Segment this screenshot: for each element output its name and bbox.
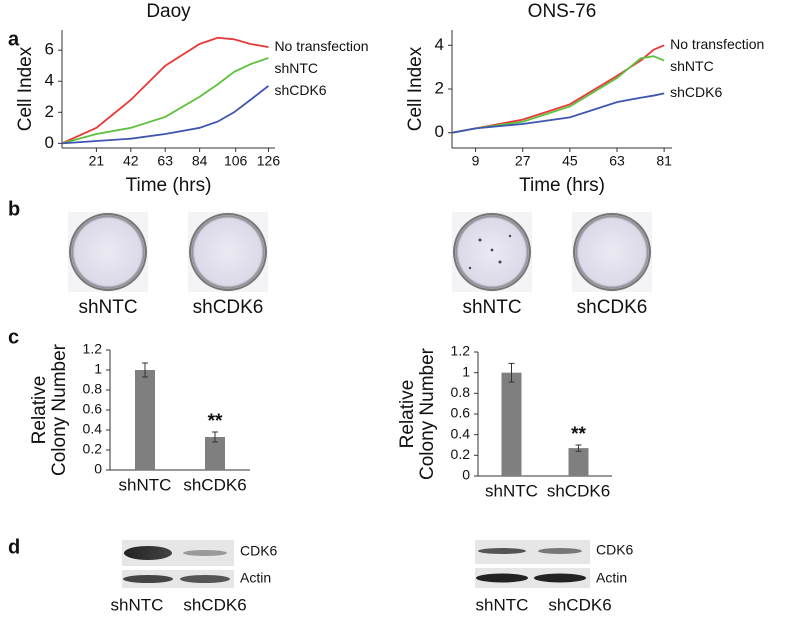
panel-letter: c <box>8 326 19 348</box>
x-tick-label: 42 <box>123 153 139 169</box>
x-tick-label: 9 <box>472 153 480 169</box>
plate-label: shNTC <box>462 297 521 318</box>
bar <box>205 437 225 470</box>
series-line <box>61 85 269 145</box>
y-tick-label: 1 <box>94 361 102 377</box>
significance: ** <box>208 411 223 432</box>
y-tick-label: 0.6 <box>83 401 103 417</box>
band-label: Actin <box>596 570 627 586</box>
lane-label: shCDK6 <box>548 595 611 614</box>
series-line <box>451 55 665 134</box>
y-axis-label: Colony Number <box>417 347 438 480</box>
y-tick-label: 1.2 <box>83 341 103 357</box>
y-tick-label: 0.6 <box>451 405 471 421</box>
bar <box>501 372 522 476</box>
y-tick-label: 0.2 <box>451 446 471 462</box>
x-tick-label: 81 <box>656 153 672 169</box>
y-tick-label: 2 <box>45 102 54 121</box>
x-tick-label: 106 <box>224 153 248 169</box>
y-tick-label: 4 <box>435 35 444 54</box>
y-tick-label: 1 <box>462 363 470 379</box>
series-line <box>61 36 269 145</box>
chart-title: Daoy <box>146 1 191 22</box>
y-tick-label: 4 <box>45 71 54 90</box>
y-tick-label: 1.2 <box>451 343 471 359</box>
y-tick-label: 0 <box>435 122 444 141</box>
legend-label: shCDK6 <box>274 82 326 98</box>
lane-label: shNTC <box>476 595 529 614</box>
significance: ** <box>571 424 586 445</box>
x-tick-label: 63 <box>157 153 173 169</box>
bar <box>135 370 155 470</box>
y-tick-label: 0.2 <box>83 441 103 457</box>
legend-label: shCDK6 <box>670 84 722 100</box>
error-bar <box>212 431 218 443</box>
x-axis-label: Time (hrs) <box>126 175 212 196</box>
blot-images <box>122 540 590 588</box>
x-tick-label: shCDK6 <box>547 481 610 500</box>
x-tick-label: shCDK6 <box>183 475 246 494</box>
error-bar <box>508 362 515 383</box>
y-tick-label: 0 <box>45 133 54 152</box>
band-label: CDK6 <box>596 542 634 558</box>
y-tick-label: 0.8 <box>83 381 103 397</box>
x-tick-label: 84 <box>192 153 208 169</box>
x-tick-label: 126 <box>257 153 281 169</box>
panel-letter: a <box>8 28 20 50</box>
y-tick-label: 0.4 <box>451 425 471 441</box>
panel-letter: d <box>8 536 20 558</box>
panel-letter: b <box>8 198 20 220</box>
y-tick-label: 0.8 <box>451 384 471 400</box>
plate-label: shCDK6 <box>577 297 648 318</box>
lane-label: shNTC <box>111 595 164 614</box>
x-tick-label: 63 <box>609 153 625 169</box>
band-label: Actin <box>240 570 271 586</box>
legend-label: shNTC <box>670 58 714 74</box>
legend-label: No transfection <box>670 36 764 52</box>
x-tick-label: 27 <box>515 153 531 169</box>
lane-label: shCDK6 <box>183 595 246 614</box>
y-tick-label: 2 <box>435 78 444 97</box>
y-tick-label: 0.4 <box>83 421 103 437</box>
y-tick-label: 6 <box>45 40 54 59</box>
plate-images <box>68 212 652 292</box>
legend-label: No transfection <box>274 38 368 54</box>
x-tick-label: 45 <box>562 153 578 169</box>
chart-title: ONS-76 <box>528 1 597 22</box>
error-bar <box>142 362 148 378</box>
legend-label: shNTC <box>274 60 318 76</box>
x-axis-label: Time (hrs) <box>519 175 605 196</box>
x-tick-label: shNTC <box>119 475 172 494</box>
y-axis-label: Relative <box>29 376 50 445</box>
bar <box>568 448 589 476</box>
plate-label: shNTC <box>78 297 137 318</box>
plate-label: shCDK6 <box>193 297 264 318</box>
y-axis-label: Colony Number <box>49 343 70 476</box>
error-bar <box>575 444 582 452</box>
x-tick-label: 21 <box>89 153 105 169</box>
y-tick-label: 0 <box>94 461 102 477</box>
series-line <box>451 92 665 134</box>
y-axis-label: Cell Index <box>405 46 426 131</box>
x-tick-label: shNTC <box>485 481 538 500</box>
y-axis-label: Cell Index <box>15 46 36 131</box>
y-tick-label: 0 <box>462 467 470 483</box>
series-line <box>61 57 269 145</box>
band-label: CDK6 <box>240 543 278 559</box>
y-axis-label: Relative <box>397 380 418 449</box>
